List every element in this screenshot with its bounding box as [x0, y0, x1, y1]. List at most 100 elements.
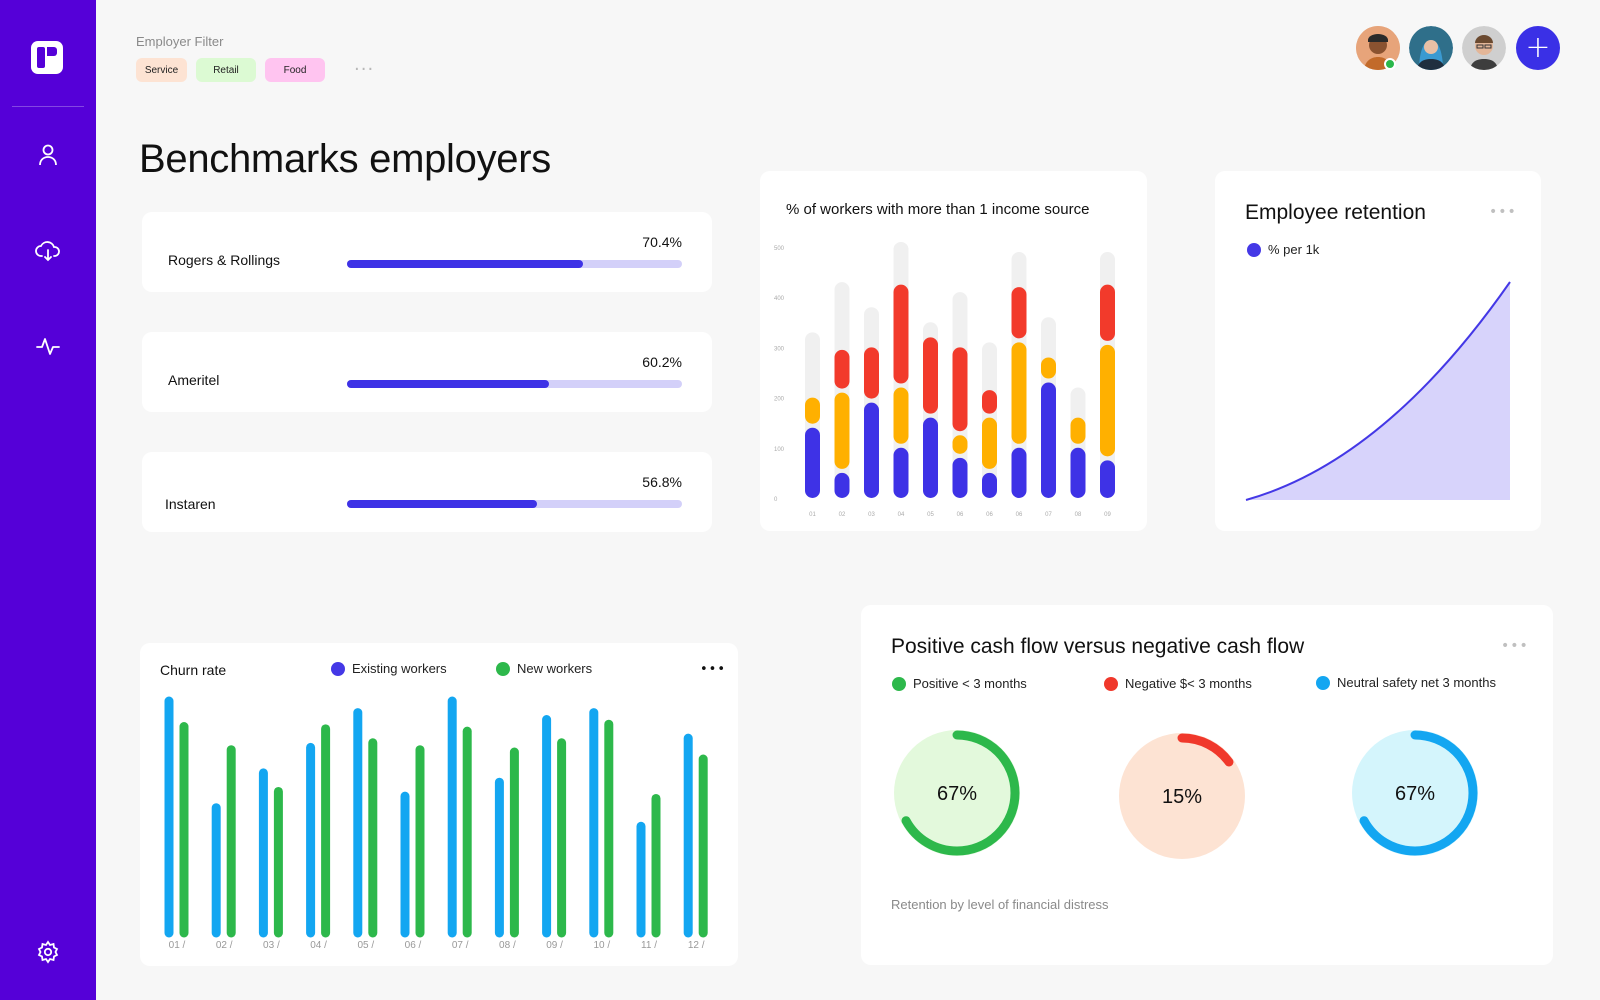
y-tick-label: 400 [774, 296, 785, 302]
x-tick-label: 08 [1075, 512, 1082, 518]
cloud-download-icon[interactable] [35, 238, 61, 264]
legend-label: Neutral safety net 3 months [1337, 675, 1496, 690]
x-tick-label: 05 [927, 512, 934, 518]
progress-fill [347, 260, 583, 268]
chart-title: % of workers with more than 1 income sou… [786, 201, 1090, 218]
x-tick-label: 07 [1045, 512, 1052, 518]
progress-track [347, 260, 682, 268]
plus-icon: + [1525, 30, 1551, 65]
x-tick-label: 09 [1104, 512, 1111, 518]
x-tick-label: 01 / [169, 940, 186, 951]
bar-segment [834, 472, 850, 498]
employer-filter: Employer Filter Service Retail Food ··· [136, 34, 374, 82]
bar-segment [952, 435, 968, 454]
y-tick-label: 200 [774, 397, 785, 403]
legend-dot-icon [1316, 675, 1330, 690]
x-tick-label: 10 / [593, 940, 610, 951]
benchmark-card[interactable]: Instaren 56.8% [142, 452, 712, 532]
progress-track [347, 500, 682, 508]
donut-arc [894, 730, 1020, 856]
x-tick-label: 11 / [641, 940, 657, 951]
bar-segment [1011, 342, 1027, 444]
bar-segment [1100, 460, 1115, 498]
x-tick-label: 07 / [452, 940, 469, 951]
bar-segment [1011, 447, 1027, 498]
avatar[interactable] [1409, 26, 1453, 70]
bar-segment [1100, 284, 1115, 341]
legend-label: % per 1k [1268, 242, 1320, 257]
y-tick-label: 300 [774, 346, 785, 352]
donut-arc [1119, 733, 1245, 859]
donut-arc [1352, 730, 1478, 856]
chip-retail[interactable]: Retail [196, 58, 256, 82]
legend-dot-icon [1247, 242, 1261, 257]
bar-segment [893, 447, 909, 498]
benchmark-percent: 60.2% [642, 354, 682, 370]
x-tick-label: 08 / [499, 940, 516, 951]
x-tick-label: 04 / [310, 940, 327, 951]
avatar[interactable] [1462, 26, 1506, 70]
employer-name: Rogers & Rollings [168, 252, 281, 268]
donut-background [1119, 733, 1245, 859]
bar-segment [805, 427, 820, 498]
filter-more-icon[interactable]: ··· [354, 59, 375, 80]
legend-dot-icon [331, 661, 345, 676]
legend-label: New workers [517, 661, 593, 676]
chart-title: Employee retention [1245, 201, 1426, 224]
progress-fill [347, 380, 549, 388]
bar-segment [923, 417, 938, 498]
bar-segment [923, 337, 938, 414]
legend-item: Existing workers [331, 661, 447, 676]
cash-flow-card: Positive cash flow versus negative cash … [861, 605, 1553, 965]
x-tick-label: 04 [898, 512, 905, 518]
x-tick-label: 02 / [216, 940, 233, 951]
user-icon[interactable] [35, 142, 61, 168]
progress-fill [347, 500, 538, 508]
more-options-icon[interactable]: ••• [700, 662, 727, 677]
x-tick-label: 06 [1016, 512, 1023, 518]
legend-dot-icon [1104, 676, 1118, 691]
add-member-button[interactable]: + [1516, 26, 1560, 70]
bar-segment [952, 457, 968, 498]
benchmark-percent: 70.4% [642, 234, 682, 250]
x-tick-label: 05 / [357, 940, 374, 951]
bar-segment [893, 387, 909, 444]
bar-segment [1041, 382, 1056, 498]
activity-icon[interactable] [35, 333, 61, 359]
retention-area-chart [1245, 281, 1511, 501]
app-logo[interactable] [31, 41, 63, 74]
employee-retention-card: Employee retention ••• % per 1k [1215, 171, 1541, 531]
cash-flow-donuts: 67% 15% 67% [894, 730, 1478, 859]
donut-value: 67% [937, 783, 977, 805]
bar-segment [893, 284, 909, 384]
chip-food[interactable]: Food [265, 58, 325, 82]
employer-name: Ameritel [168, 372, 220, 388]
bar-segment [982, 417, 997, 469]
x-tick-label: 12 / [688, 940, 705, 951]
chart-footnote: Retention by level of financial distress [891, 897, 1109, 912]
sidebar [0, 0, 96, 1000]
x-tick-label: 06 [986, 512, 993, 518]
bar-segment [1100, 344, 1115, 457]
benchmark-card[interactable]: Rogers & Rollings 70.4% [142, 212, 712, 292]
bar-segment [1011, 287, 1027, 339]
sidebar-divider [12, 106, 84, 107]
churn-bar-chart: 01 / 02 / 03 / 04 / 05 / 06 / 07 / 08 / 09 / 10 /… [164, 696, 708, 951]
team-avatars [1356, 26, 1506, 70]
chart-title: Churn rate [160, 662, 227, 678]
legend-dot-icon [892, 676, 906, 691]
bar-segment [864, 402, 879, 498]
chip-service[interactable]: Service [136, 58, 187, 82]
legend-item: Neutral safety net 3 months [1316, 675, 1496, 690]
more-options-icon[interactable]: ••• [1501, 638, 1529, 654]
more-options-icon[interactable]: ••• [1489, 204, 1517, 220]
benchmark-card[interactable]: Ameritel 60.2% [142, 332, 712, 412]
filter-label: Employer Filter [136, 34, 224, 49]
bar-segment [1070, 417, 1086, 444]
bar-segment [805, 397, 820, 424]
legend-dot-icon [496, 661, 510, 676]
gear-icon[interactable] [35, 939, 61, 965]
legend-item: Positive < 3 months [892, 676, 1027, 691]
x-tick-label: 09 / [546, 940, 563, 951]
legend-item: % per 1k [1247, 242, 1319, 257]
